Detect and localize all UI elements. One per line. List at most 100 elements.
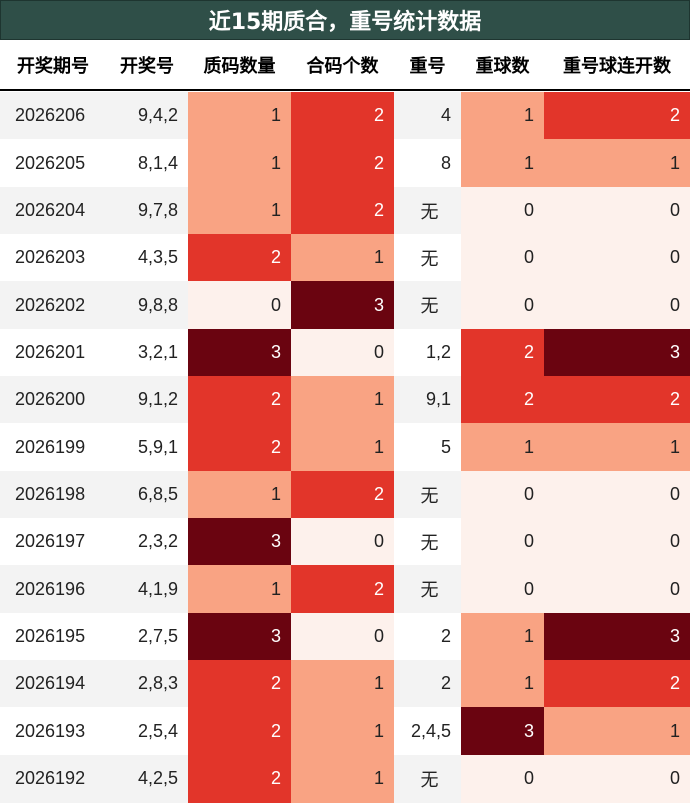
prime-count-cell: 3 [188,328,291,377]
prime-count-cell: 2 [188,423,291,472]
repeat-streak-cell: 0 [544,186,690,235]
repeat-number-cell: 2 [394,659,461,708]
repeat-ball-count-cell: 1 [461,612,544,661]
composite-count-cell: 3 [291,281,394,330]
repeat-streak-cell: 0 [544,281,690,330]
column-header: 重号 [409,56,446,77]
draw-number-cell: 4,1,9 [106,565,188,614]
composite-count-cell: 2 [291,470,394,519]
draw-number-cell: 2,5,4 [106,707,188,756]
prime-count-cell: 1 [188,92,291,140]
composite-count-cell: 1 [291,375,394,424]
composite-count-cell: 1 [291,754,394,803]
repeat-ball-count-cell: 0 [461,517,544,566]
repeat-number-cell: 4 [394,92,461,140]
repeat-number-cell: 8 [394,139,461,188]
repeat-number-cell: 无 [394,470,461,519]
period-cell: 2026206 [0,92,106,140]
prime-count-cell: 3 [188,612,291,661]
period-cell: 2026197 [0,517,106,566]
period-cell: 2026192 [0,754,106,803]
repeat-streak-cell: 0 [544,565,690,614]
column-header: 质码数量 [203,56,276,77]
draw-number-cell: 2,3,2 [106,517,188,566]
draw-number-cell: 4,2,5 [106,754,188,803]
prime-count-cell: 2 [188,233,291,282]
repeat-ball-count-cell: 2 [461,375,544,424]
period-cell: 2026205 [0,139,106,188]
repeat-number-cell: 无 [394,517,461,566]
prime-count-cell: 0 [188,281,291,330]
repeat-number-cell: 2,4,5 [394,707,461,756]
repeat-streak-cell: 0 [544,517,690,566]
composite-count-cell: 2 [291,92,394,140]
composite-count-cell: 0 [291,517,394,566]
header-divider [0,89,690,91]
column-header: 开奖期号 [17,56,89,77]
draw-number-cell: 9,1,2 [106,375,188,424]
repeat-number-cell: 无 [394,186,461,235]
composite-count-cell: 0 [291,612,394,661]
repeat-ball-count-cell: 1 [461,92,544,140]
column-header: 合码个数 [306,56,379,77]
period-cell: 2026204 [0,186,106,235]
repeat-number-cell: 2 [394,612,461,661]
prime-count-cell: 2 [188,659,291,708]
repeat-number-cell: 无 [394,281,461,330]
prime-count-cell: 2 [188,754,291,803]
prime-count-cell: 2 [188,375,291,424]
repeat-ball-count-cell: 1 [461,139,544,188]
column-header: 开奖号 [120,56,174,77]
repeat-streak-cell: 2 [544,375,690,424]
prime-count-cell: 1 [188,565,291,614]
period-cell: 2026193 [0,707,106,756]
draw-number-cell: 9,4,2 [106,92,188,140]
period-cell: 2026194 [0,659,106,708]
repeat-streak-cell: 1 [544,707,690,756]
repeat-number-cell: 无 [394,233,461,282]
period-cell: 2026201 [0,328,106,377]
repeat-ball-count-cell: 0 [461,565,544,614]
period-cell: 2026200 [0,375,106,424]
repeat-ball-count-cell: 0 [461,754,544,803]
composite-count-cell: 2 [291,139,394,188]
period-cell: 2026196 [0,565,106,614]
prime-count-cell: 1 [188,186,291,235]
composite-count-cell: 1 [291,659,394,708]
repeat-ball-count-cell: 0 [461,233,544,282]
draw-number-cell: 3,2,1 [106,328,188,377]
prime-count-cell: 3 [188,517,291,566]
period-cell: 2026199 [0,423,106,472]
draw-number-cell: 2,7,5 [106,612,188,661]
prime-count-cell: 2 [188,707,291,756]
prime-count-cell: 1 [188,139,291,188]
repeat-streak-cell: 2 [544,92,690,140]
repeat-streak-cell: 1 [544,423,690,472]
repeat-number-cell: 无 [394,565,461,614]
column-header: 重号球连开数 [563,56,671,77]
prime-count-cell: 1 [188,470,291,519]
draw-number-cell: 6,8,5 [106,470,188,519]
repeat-ball-count-cell: 2 [461,328,544,377]
repeat-streak-cell: 3 [544,612,690,661]
draw-number-cell: 4,3,5 [106,233,188,282]
repeat-number-cell: 1,2 [394,328,461,377]
stats-table: 开奖期号 开奖号 质码数量 合码个数 重号 重球数 重号球连开数 2026206 9,4,2 1 2… [0,40,690,803]
draw-number-cell: 9,8,8 [106,281,188,330]
repeat-ball-count-cell: 0 [461,281,544,330]
composite-count-cell: 2 [291,186,394,235]
period-cell: 2026198 [0,470,106,519]
repeat-streak-cell: 0 [544,233,690,282]
column-header: 重球数 [475,56,530,77]
page-title: 近15期质合，重号统计数据 [0,0,690,40]
repeat-number-cell: 无 [394,754,461,803]
repeat-ball-count-cell: 0 [461,186,544,235]
repeat-streak-cell: 2 [544,659,690,708]
repeat-ball-count-cell: 3 [461,707,544,756]
composite-count-cell: 2 [291,565,394,614]
repeat-streak-cell: 0 [544,754,690,803]
repeat-streak-cell: 1 [544,139,690,188]
repeat-ball-count-cell: 1 [461,423,544,472]
composite-count-cell: 1 [291,707,394,756]
composite-count-cell: 0 [291,328,394,377]
